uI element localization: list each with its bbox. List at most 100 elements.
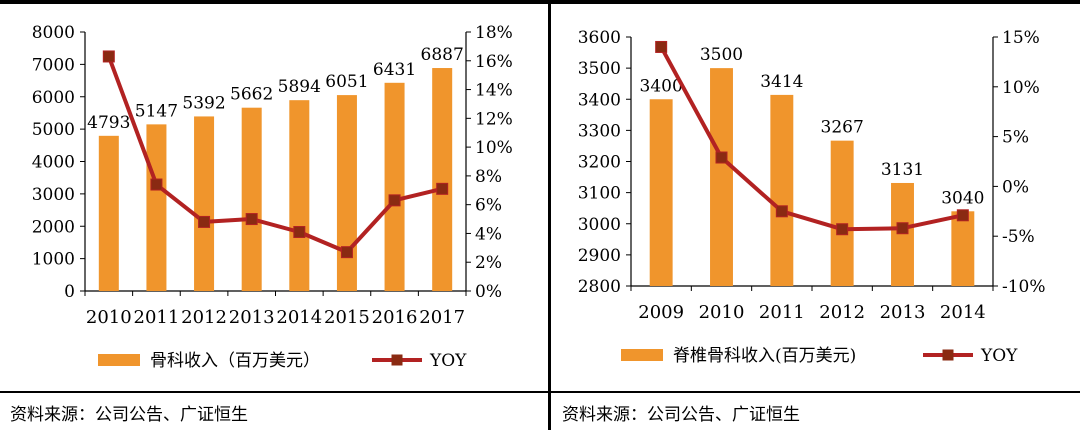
left-x-tick-label: 2013 (229, 307, 275, 328)
right-yoy-marker (956, 209, 969, 222)
right-bar-value-label: 3131 (881, 160, 924, 180)
left-yoy-marker (150, 178, 163, 191)
left-left-tick-label: 2000 (32, 217, 75, 237)
right-right-tick-label: -10% (1002, 277, 1046, 297)
right-left-tick-label: 3500 (578, 59, 621, 79)
left-yoy-marker (102, 50, 115, 63)
left-x-tick-label: 2017 (419, 307, 465, 328)
left-left-tick-label: 0 (64, 282, 75, 302)
chart-left: 0 1000 2000 3000 4000 5000 6000 7000 8000 0% 2% 4% 6… (32, 23, 513, 371)
right-bar-value-label: 3267 (821, 118, 864, 138)
left-right-tick-label: 6% (475, 196, 502, 216)
left-right-tick-label: 16% (475, 52, 513, 72)
left-bar-value-label: 5894 (278, 77, 321, 97)
left-right-tick-label: 12% (475, 109, 513, 129)
left-bar (194, 116, 215, 292)
right-yoy-marker (655, 40, 668, 53)
right-right-tick-label: 10% (1002, 78, 1040, 98)
right-x-tick-label: 2013 (880, 302, 926, 323)
left-left-tick-label: 8000 (32, 23, 75, 43)
left-bar-value-label: 6051 (325, 72, 368, 92)
left-bar (289, 100, 310, 291)
right-legend-line-marker (942, 349, 954, 361)
left-legend-line-marker (391, 354, 403, 366)
left-right-tick-label: 2% (475, 253, 502, 273)
left-left-tick-label: 4000 (32, 153, 75, 173)
right-right-tick-label: 0% (1002, 177, 1029, 197)
left-x-tick-label: 2012 (181, 307, 227, 328)
right-bar-value-label: 3400 (640, 76, 683, 96)
left-yoy-marker (293, 226, 306, 239)
right-yoy-marker (836, 223, 849, 236)
right-bar (951, 211, 975, 286)
left-bar (146, 124, 167, 291)
right-left-tick-label: 3600 (578, 28, 621, 48)
right-x-tick-label: 2011 (759, 302, 805, 323)
left-right-tick-label: 14% (475, 81, 513, 101)
right-yoy-marker (775, 205, 788, 218)
left-right-tick-label: 4% (475, 224, 502, 244)
left-bar-value-label: 5662 (230, 85, 273, 105)
right-left-tick-label: 2900 (578, 246, 621, 266)
right-legend-line-label: YOY (980, 346, 1018, 366)
left-yoy-line (106, 55, 443, 255)
source-note-left: 资料来源：公司公告、广证恒生 (10, 405, 248, 425)
left-left-tick-label: 7000 (32, 55, 75, 75)
left-right-tick-label: 0% (475, 282, 502, 302)
right-x-tick-label: 2009 (638, 302, 684, 323)
right-bar (891, 182, 914, 286)
right-left-tick-label: 3100 (578, 184, 621, 204)
left-legend-bar-swatch (98, 354, 140, 366)
left-x-tick-label: 2015 (324, 307, 370, 328)
right-bar-value-label: 3500 (700, 45, 743, 65)
left-x-tick-label: 2010 (86, 307, 132, 328)
right-x-tick-label: 2014 (940, 302, 986, 323)
right-bar (649, 99, 673, 286)
left-x-tick-label: 2016 (372, 307, 418, 328)
left-bar-value-label: 5147 (135, 101, 178, 121)
left-yoy-marker (340, 246, 353, 259)
right-x-tick-label: 2010 (699, 302, 745, 323)
left-legend-bar-label: 骨科收入（百万美元） (150, 351, 320, 371)
left-bar-value-label: 5392 (182, 93, 225, 113)
left-yoy-marker (388, 194, 401, 207)
right-bar-value-label: 3040 (941, 188, 984, 208)
left-x-tick-label: 2011 (134, 307, 180, 328)
right-yoy-marker (715, 151, 728, 164)
right-left-tick-label: 3200 (578, 153, 621, 173)
panel-divider (548, 0, 551, 430)
left-bar (336, 95, 357, 291)
right-bar (770, 94, 794, 286)
right-right-tick-label: 15% (1002, 28, 1040, 48)
right-bar (710, 68, 733, 286)
left-right-tick-label: 8% (475, 167, 502, 187)
right-yoy-marker (896, 222, 909, 235)
footer-rule (0, 391, 1080, 393)
left-left-tick-label: 3000 (32, 185, 75, 205)
left-bar-value-label: 6431 (373, 60, 416, 80)
left-left-tick-label: 5000 (32, 120, 75, 140)
right-bar (830, 140, 854, 286)
left-yoy-marker (198, 215, 211, 228)
right-x-tick-label: 2012 (819, 302, 865, 323)
left-bar-value-label: 4793 (87, 113, 130, 133)
chart-right: 2800 2900 3000 3100 3200 3300 3400 3500 3600 -10%… (578, 28, 1046, 366)
right-left-tick-label: 2800 (578, 277, 621, 297)
right-yoy-line (659, 46, 964, 232)
right-left-tick-label: 3400 (578, 90, 621, 110)
left-bar-value-label: 6887 (421, 45, 464, 65)
left-right-tick-label: 10% (475, 138, 513, 158)
left-bar (384, 82, 405, 291)
left-left-tick-label: 6000 (32, 88, 75, 108)
left-bar (432, 68, 453, 291)
top-rule (0, 0, 1080, 4)
left-bar (98, 135, 119, 291)
right-right-tick-label: 5% (1002, 128, 1029, 148)
right-left-tick-label: 3300 (578, 121, 621, 141)
right-legend-bar-swatch (621, 349, 663, 361)
right-legend-bar-label: 脊椎骨科收入(百万美元) (673, 346, 856, 366)
left-bar (241, 107, 262, 291)
right-bar-value-label: 3414 (760, 72, 803, 92)
left-yoy-marker (245, 213, 258, 226)
